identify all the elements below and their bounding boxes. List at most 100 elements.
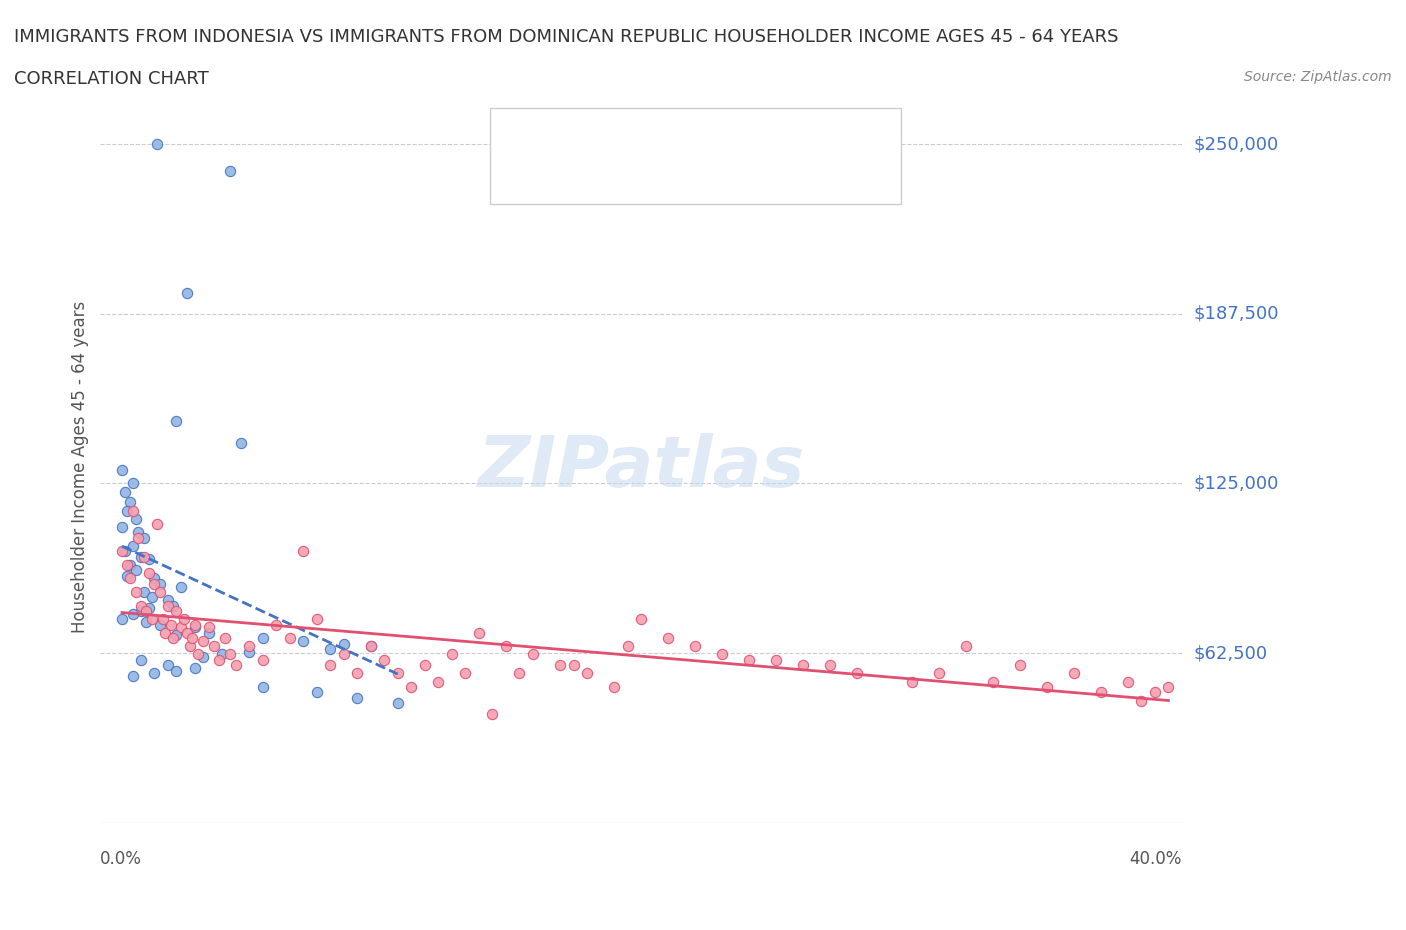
Point: [191, 633, 214, 648]
Point: [683, 639, 706, 654]
Point: [181, 631, 204, 645]
Point: [1063, 666, 1085, 681]
Point: [132, 530, 155, 545]
Text: $125,000: $125,000: [1194, 474, 1278, 493]
Point: [522, 647, 544, 662]
Text: 40.0%: 40.0%: [1129, 851, 1182, 869]
Point: [401, 680, 423, 695]
Point: [129, 604, 152, 618]
Point: [1157, 680, 1180, 695]
Point: [332, 647, 354, 662]
Point: [146, 517, 169, 532]
Point: [156, 598, 179, 613]
Point: [146, 137, 169, 152]
Point: [373, 653, 395, 668]
Point: [162, 631, 184, 645]
Point: [562, 658, 585, 672]
Point: [132, 550, 155, 565]
Point: [135, 604, 157, 618]
Point: [454, 666, 477, 681]
Point: [156, 658, 179, 672]
Point: [129, 550, 152, 565]
Point: [346, 690, 368, 705]
Point: [846, 666, 869, 681]
Text: $187,500: $187,500: [1194, 305, 1278, 323]
Point: [143, 571, 166, 586]
Point: [440, 647, 463, 662]
Point: [1090, 685, 1112, 700]
Point: [252, 631, 274, 645]
Point: [1116, 674, 1139, 689]
Point: [138, 601, 160, 616]
Point: [127, 525, 149, 539]
Point: [170, 620, 193, 635]
Point: [117, 557, 139, 572]
Point: [165, 604, 187, 618]
Point: [360, 639, 382, 654]
Point: [132, 585, 155, 600]
Point: [1143, 685, 1166, 700]
Point: [143, 666, 166, 681]
Point: [1130, 693, 1153, 708]
Point: [111, 612, 134, 627]
Point: [120, 495, 142, 510]
Point: [179, 639, 201, 654]
Point: [202, 639, 225, 654]
Point: [427, 674, 450, 689]
Point: [928, 666, 950, 681]
Point: [176, 625, 198, 640]
Point: [121, 503, 143, 518]
Point: [156, 592, 179, 607]
Point: [468, 625, 491, 640]
Point: [117, 568, 139, 583]
Point: [219, 164, 242, 179]
Point: [305, 612, 328, 627]
Point: [111, 520, 134, 535]
Point: [413, 658, 436, 672]
Point: [229, 435, 252, 450]
Point: [252, 653, 274, 668]
Point: [481, 707, 503, 722]
Point: [630, 612, 652, 627]
Point: [121, 476, 143, 491]
Point: [184, 620, 207, 635]
Point: [238, 639, 260, 654]
Point: [114, 485, 136, 499]
Point: [121, 606, 143, 621]
Point: [264, 618, 287, 632]
Text: IMMIGRANTS FROM INDONESIA VS IMMIGRANTS FROM DOMINICAN REPUBLIC HOUSEHOLDER INCO: IMMIGRANTS FROM INDONESIA VS IMMIGRANTS …: [14, 28, 1119, 46]
Text: ZIPatlas: ZIPatlas: [478, 432, 804, 501]
Text: Source: ZipAtlas.com: Source: ZipAtlas.com: [1244, 70, 1392, 84]
Point: [278, 631, 301, 645]
Point: [111, 462, 134, 477]
Point: [346, 666, 368, 681]
Point: [129, 653, 152, 668]
Point: [197, 625, 219, 640]
Point: [162, 598, 184, 613]
Point: [319, 658, 342, 672]
Point: [120, 557, 142, 572]
Point: [124, 512, 146, 526]
Point: [187, 647, 209, 662]
Point: [138, 565, 160, 580]
Point: [159, 618, 181, 632]
Point: [114, 544, 136, 559]
Point: [120, 571, 142, 586]
Point: [138, 552, 160, 567]
Point: [176, 286, 198, 301]
Point: [197, 620, 219, 635]
Point: [332, 636, 354, 651]
Point: [152, 612, 174, 627]
Point: [981, 674, 1004, 689]
Point: [165, 628, 187, 643]
Point: [135, 615, 157, 630]
Point: [211, 647, 233, 662]
Text: $250,000: $250,000: [1194, 135, 1278, 153]
Point: [149, 585, 172, 600]
Point: [955, 639, 977, 654]
Point: [360, 639, 382, 654]
Point: [387, 666, 409, 681]
Point: [149, 577, 172, 591]
Point: [711, 647, 734, 662]
Legend: R =  0.090   N = 55, R = -0.543   N = 82: R = 0.090 N = 55, R = -0.543 N = 82: [581, 127, 821, 195]
